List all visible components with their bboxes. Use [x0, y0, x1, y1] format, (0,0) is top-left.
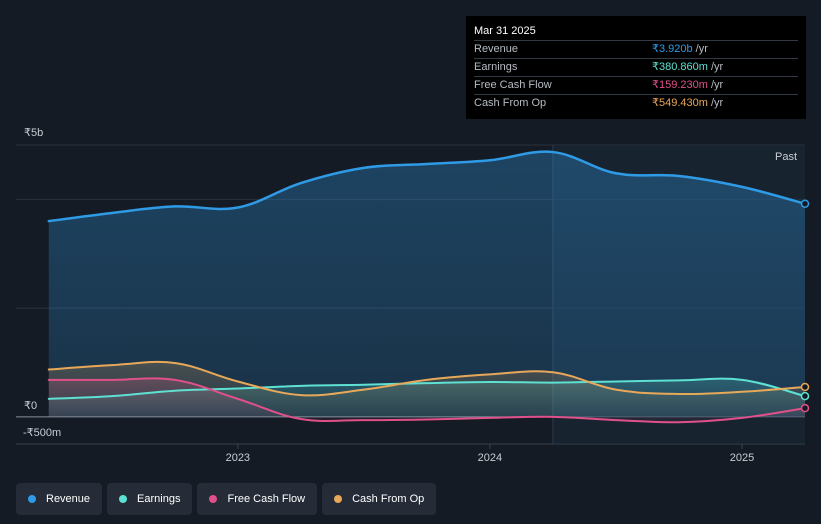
x-tick-label: 2025 [730, 452, 754, 464]
tooltip-unit: /yr [710, 79, 724, 91]
x-tick-label: 2023 [226, 452, 250, 464]
tooltip-unit: /yr [710, 61, 724, 73]
tooltip-label: Free Cash Flow [474, 79, 552, 91]
tooltip-value: ₹3.920b [652, 43, 693, 55]
tooltip-panel: Mar 31 2025 Revenue ₹3.920b /yr Earnings… [466, 16, 806, 119]
chart-legend: Revenue Earnings Free Cash Flow Cash Fro… [16, 483, 437, 515]
y-tick-label: ₹5b [24, 127, 43, 139]
x-tick-label: 2024 [478, 452, 502, 464]
legend-label: Cash From Op [352, 493, 425, 505]
tooltip-label: Earnings [474, 61, 518, 73]
legend-label: Revenue [46, 493, 91, 505]
legend-item-earnings[interactable]: Earnings [107, 483, 193, 515]
tooltip-value: ₹159.230m [652, 79, 708, 91]
tooltip-value: ₹549.430m [652, 97, 708, 109]
legend-dot-icon [119, 495, 128, 503]
series-end-marker [800, 391, 810, 401]
tooltip-row-earnings: Earnings ₹380.860m /yr [474, 58, 798, 76]
tooltip-row-cash-from-op: Cash From Op ₹549.430m /yr [474, 94, 798, 112]
tooltip-value: ₹380.860m [652, 61, 708, 73]
y-tick-label: -₹500m [23, 427, 61, 439]
tooltip-unit: /yr [710, 97, 724, 109]
past-label: Past [775, 151, 797, 163]
legend-item-cash-from-op[interactable]: Cash From Op [322, 483, 437, 515]
tooltip-row-free-cash-flow: Free Cash Flow ₹159.230m /yr [474, 76, 798, 94]
legend-label: Earnings [137, 493, 181, 505]
legend-dot-icon [209, 495, 218, 503]
legend-item-free-cash-flow[interactable]: Free Cash Flow [197, 483, 318, 515]
tooltip-label: Cash From Op [474, 97, 547, 109]
tooltip-label: Revenue [474, 43, 519, 55]
legend-dot-icon [334, 495, 343, 503]
series-area-cash-from-op [48, 361, 806, 417]
series-area-revenue [48, 151, 806, 417]
tooltip-unit: /yr [695, 43, 708, 55]
y-tick-label: ₹0 [24, 400, 37, 412]
series-end-marker [800, 403, 810, 413]
legend-label: Free Cash Flow [227, 493, 306, 505]
legend-item-revenue[interactable]: Revenue [16, 483, 103, 515]
series-line-earnings [47, 377, 806, 400]
series-line-revenue [47, 150, 807, 223]
series-line-free-cash-flow [47, 377, 806, 424]
series-end-marker [800, 382, 810, 392]
series-end-marker [800, 199, 810, 208]
series-line-cash-from-op [47, 360, 806, 397]
tooltip-row-revenue: Revenue ₹3.920b /yr [474, 40, 798, 58]
tooltip-date: Mar 31 2025 [474, 25, 536, 37]
legend-dot-icon [28, 495, 36, 503]
